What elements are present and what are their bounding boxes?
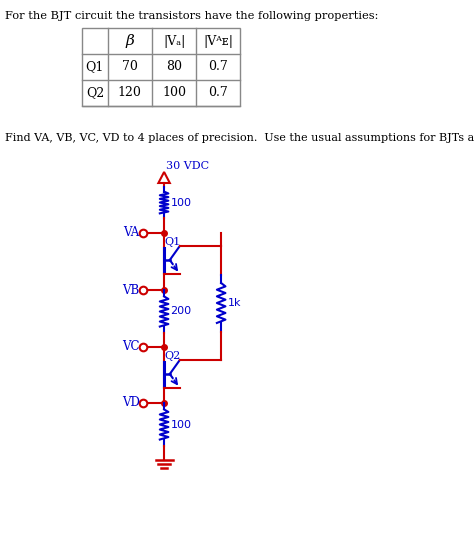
Text: VD: VD <box>122 396 140 409</box>
Text: 100: 100 <box>171 420 191 429</box>
Text: 1k: 1k <box>228 298 241 308</box>
Text: |Vᴬᴇ|: |Vᴬᴇ| <box>203 35 233 48</box>
Text: Q1: Q1 <box>165 237 181 247</box>
Text: 0.7: 0.7 <box>209 60 228 73</box>
Bar <box>82 28 240 106</box>
Text: 70: 70 <box>122 60 138 73</box>
Text: 0.7: 0.7 <box>209 86 228 99</box>
Text: 80: 80 <box>166 60 182 73</box>
Text: 200: 200 <box>171 307 191 316</box>
Text: |Vₐ|: |Vₐ| <box>163 35 185 48</box>
Text: Q1: Q1 <box>86 60 104 73</box>
Text: Find VA, VB, VC, VD to 4 places of precision.  Use the usual assumptions for BJT: Find VA, VB, VC, VD to 4 places of preci… <box>5 133 474 143</box>
Text: VB: VB <box>123 284 140 296</box>
Text: VC: VC <box>122 341 140 354</box>
Text: VA: VA <box>124 226 140 240</box>
Text: Q2: Q2 <box>86 86 104 99</box>
Text: Q2: Q2 <box>165 351 181 361</box>
Text: 120: 120 <box>118 86 142 99</box>
Text: β: β <box>126 34 134 48</box>
Text: 100: 100 <box>162 86 186 99</box>
Text: For the BJT circuit the transistors have the following properties:: For the BJT circuit the transistors have… <box>5 11 378 21</box>
Text: 30 VDC: 30 VDC <box>166 161 210 171</box>
Text: 100: 100 <box>171 198 191 207</box>
